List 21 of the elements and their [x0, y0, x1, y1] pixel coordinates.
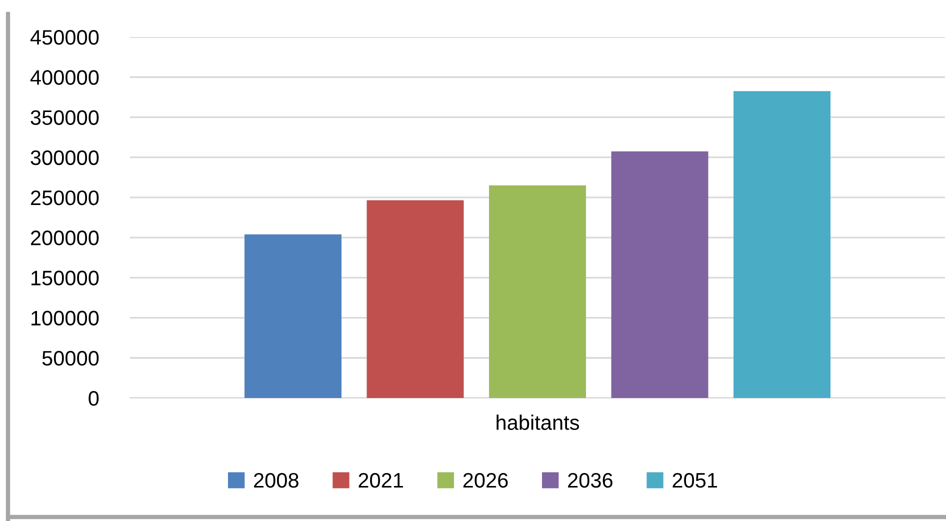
bar	[366, 200, 464, 398]
x-tick-label: habitants	[496, 414, 580, 430]
y-tick-label: 250000	[30, 190, 99, 206]
legend-label: 2021	[358, 472, 403, 488]
y-tick-label: 0	[88, 391, 99, 406]
y-tick-label: 100000	[32, 310, 99, 326]
y-tick-label: 450000	[30, 30, 99, 45]
legend-label: 2026	[463, 472, 508, 488]
bar	[489, 185, 586, 398]
y-tick-label: 400000	[30, 70, 99, 85]
bar	[244, 234, 342, 398]
y-tick-label: 200000	[30, 230, 99, 246]
bar	[611, 151, 708, 398]
bar	[734, 91, 830, 398]
y-tick-label: 150000	[32, 270, 99, 286]
y-tick-label: 300000	[30, 150, 99, 166]
legend-label: 2051	[672, 472, 718, 488]
legend-label: 2008	[254, 472, 298, 488]
y-tick-label: 50000	[42, 350, 99, 366]
legend-label: 2036	[568, 472, 612, 488]
y-tick-label: 350000	[30, 110, 99, 125]
